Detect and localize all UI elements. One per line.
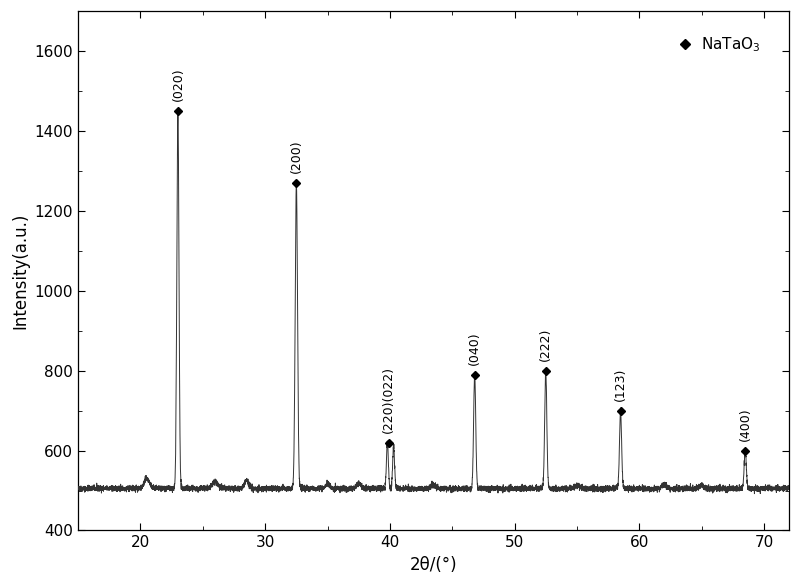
Y-axis label: Intensity(a.u.): Intensity(a.u.) [11,212,29,329]
Legend: NaTaO$_3$: NaTaO$_3$ [675,29,767,60]
X-axis label: 2θ/(°): 2θ/(°) [410,556,458,574]
Text: (400): (400) [738,407,752,441]
Text: (123): (123) [614,367,627,401]
Text: (222): (222) [539,327,552,361]
Text: (220)(022): (220)(022) [382,366,395,432]
Text: (200): (200) [290,139,303,173]
Text: (040): (040) [468,331,481,364]
Text: (020): (020) [171,67,185,101]
